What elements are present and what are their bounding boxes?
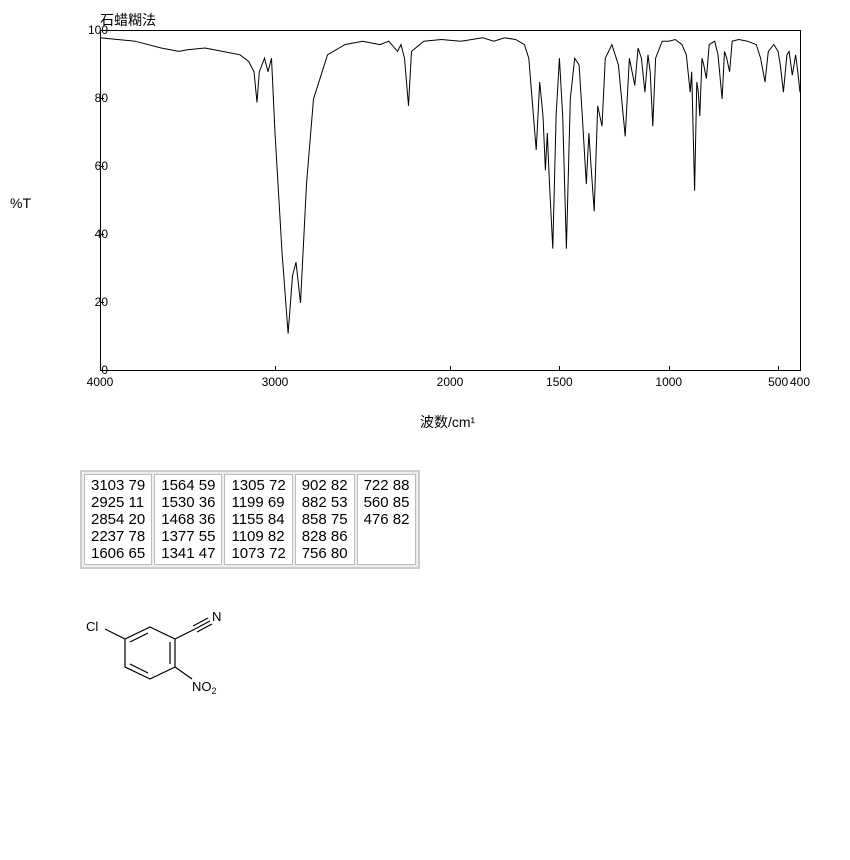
x-tick-label: 500 [768,375,788,389]
ir-spectrum-chart: 石蜡糊法 %T 波数/cm¹ 0204060801004000300020001… [40,10,820,410]
x-tick-label: 4000 [87,375,114,389]
x-axis-label: 波数/cm¹ [420,412,475,432]
table-cell: 1305 72 1199 69 1155 84 1109 82 1073 72 [224,474,292,565]
x-tick-label: 3000 [262,375,289,389]
chart-title: 石蜡糊法 [100,10,156,30]
x-tick-label: 1500 [546,375,573,389]
plot-area [100,30,801,371]
table-cell: 722 88 560 85 476 82 [357,474,417,565]
peak-table: 3103 79 2925 11 2854 20 2237 78 1606 65 … [80,470,420,569]
x-tick-label: 2000 [437,375,464,389]
x-tick-label: 400 [790,375,810,389]
molecule-structure: Cl N NO2 [70,599,850,724]
table-cell: 3103 79 2925 11 2854 20 2237 78 1606 65 [84,474,152,565]
no2-label: NO2 [192,679,217,696]
table-cell: 1564 59 1530 36 1468 36 1377 55 1341 47 [154,474,222,565]
table-cell: 902 82 882 53 858 75 828 86 756 80 [295,474,355,565]
x-tick-label: 1000 [655,375,682,389]
table-row: 3103 79 2925 11 2854 20 2237 78 1606 65 … [84,474,416,565]
cl-label: Cl [86,619,98,634]
y-axis-label: %T [10,195,31,211]
n-label: N [212,609,221,624]
molecule-svg: Cl N NO2 [70,599,230,719]
spectrum-line [100,31,800,371]
